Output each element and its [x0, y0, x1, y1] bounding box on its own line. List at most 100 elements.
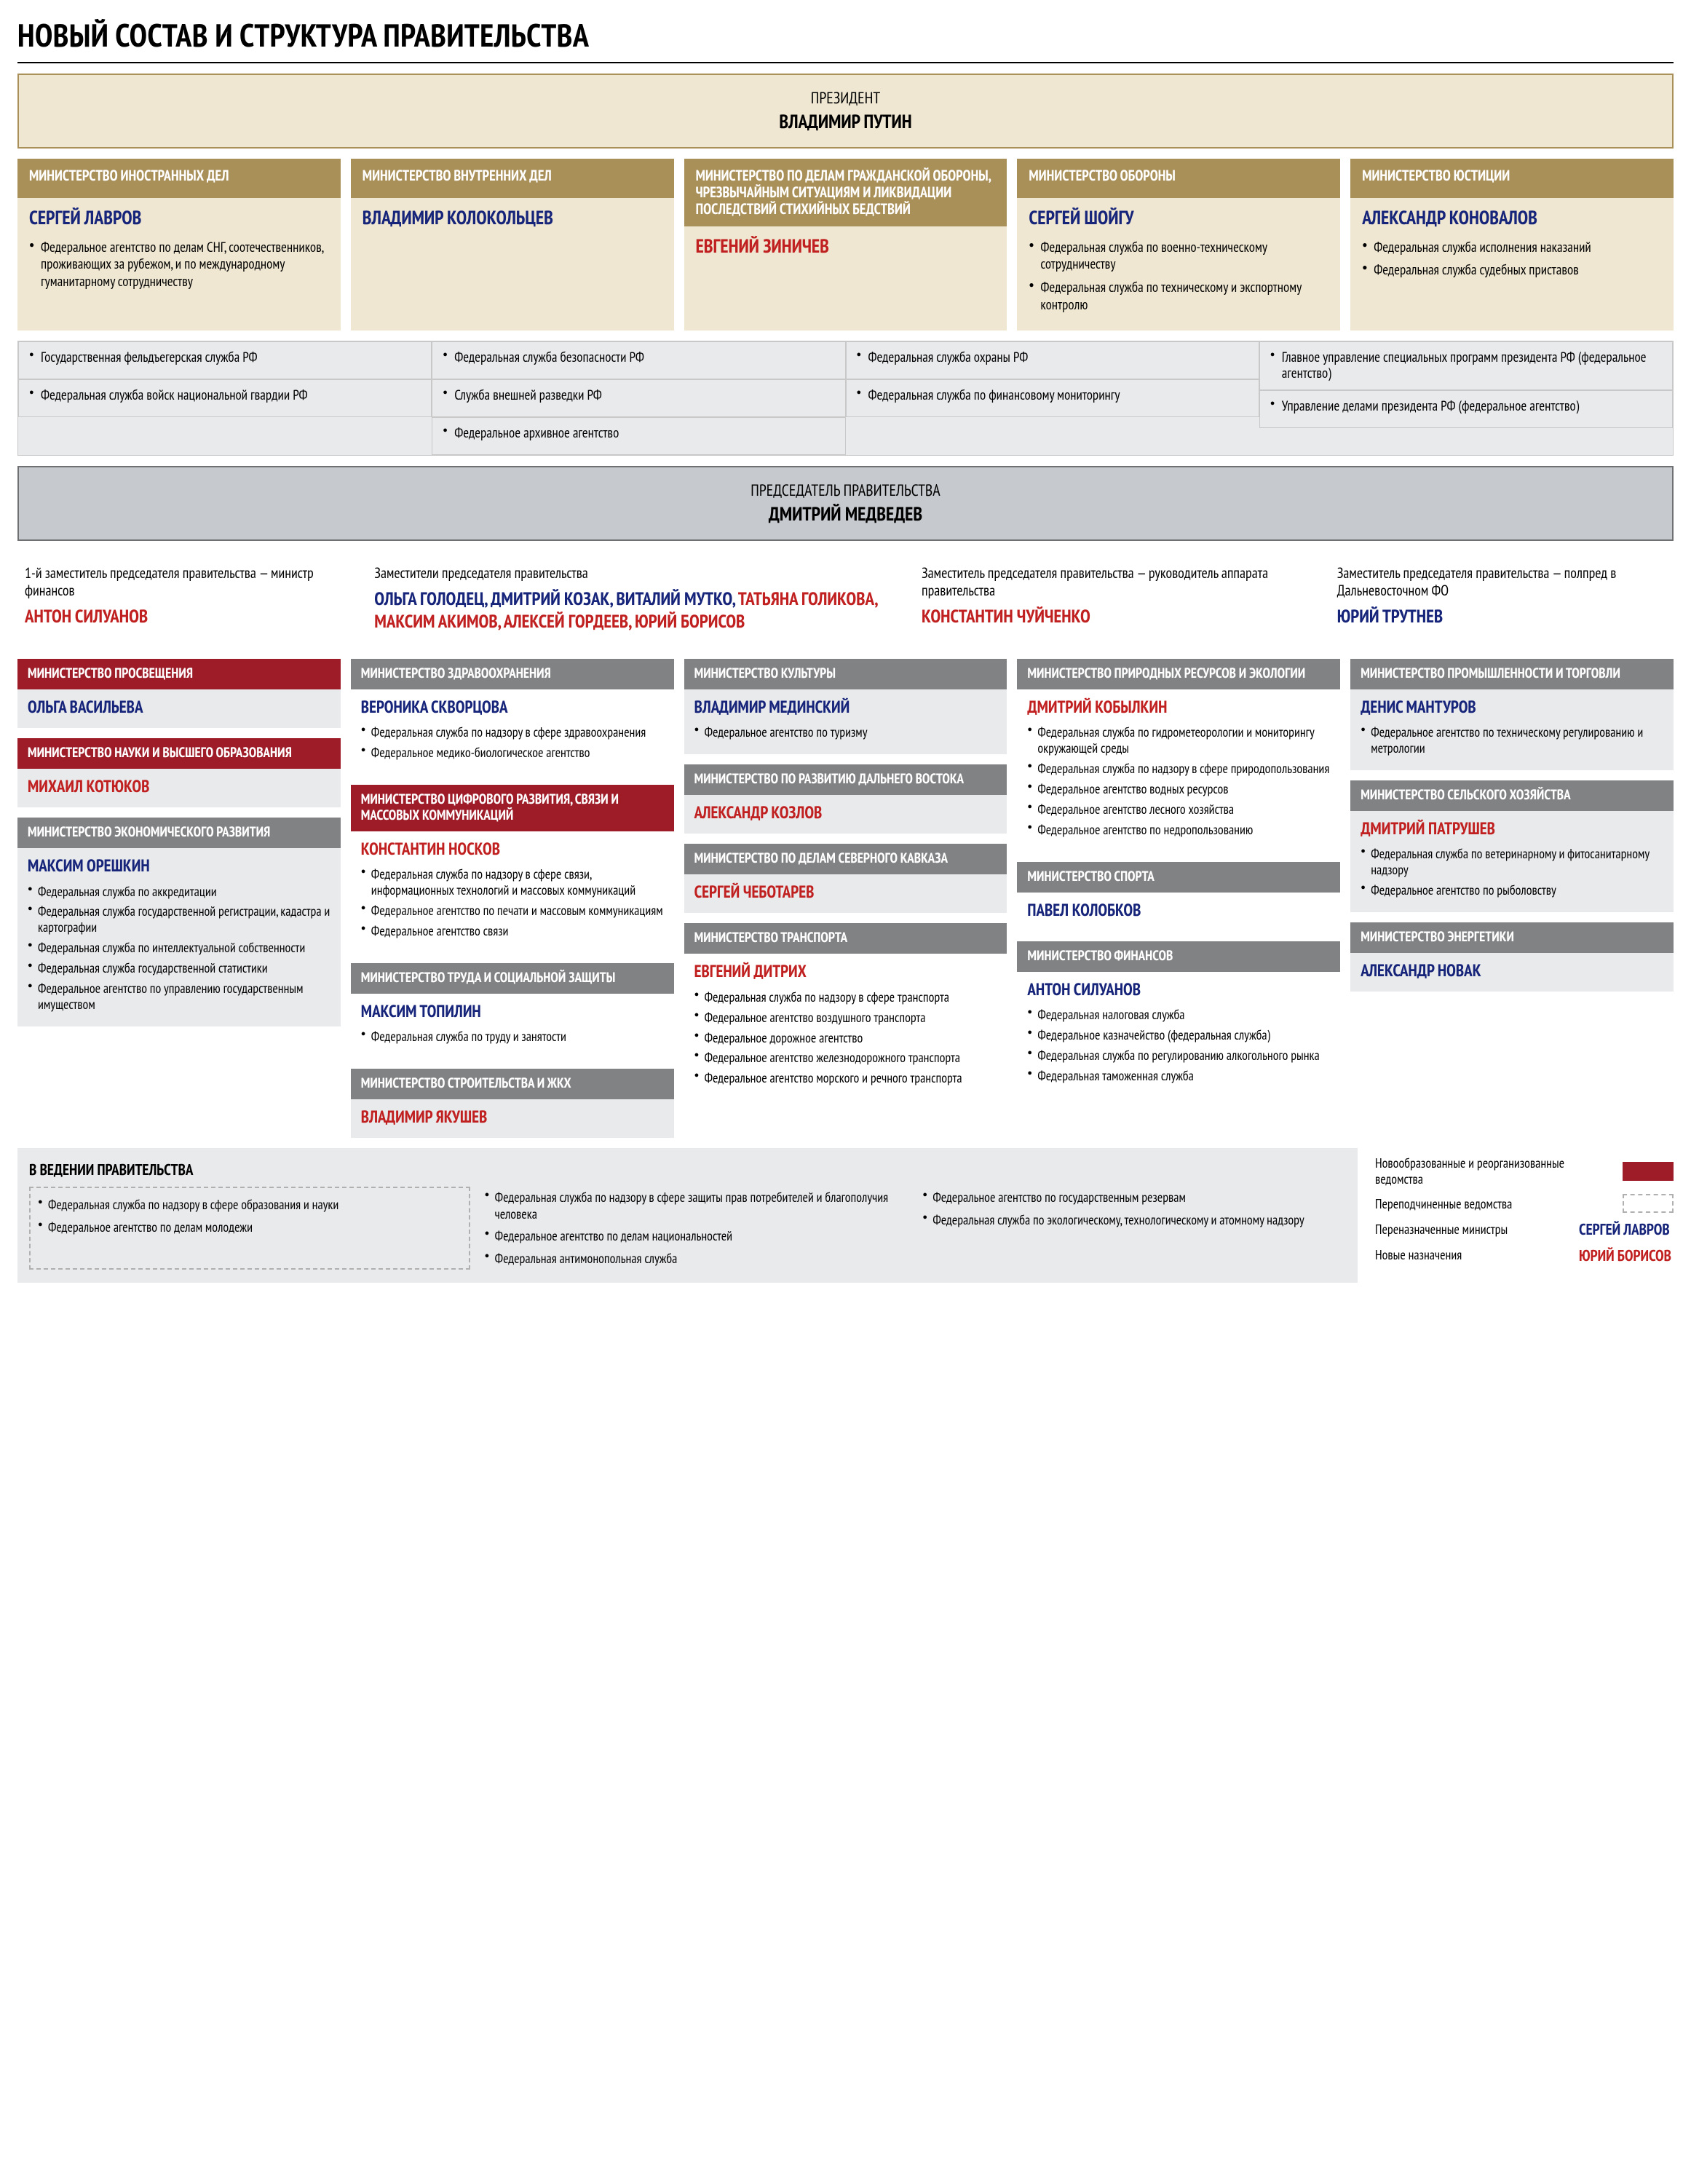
agency-item: Федеральная служба по надзору в сфере пр…: [1027, 759, 1330, 779]
legend-label: Новые назначения: [1375, 1247, 1569, 1263]
agency-item: Федеральное медико-биологическое агентст…: [361, 743, 664, 763]
agency-item: Федеральное агентство по туризму: [694, 722, 997, 743]
ministry-body: ВЛАДИМИР МЕДИНСКИЙФедеральное агентство …: [684, 689, 1007, 754]
pm-banner: ПРЕДСЕДАТЕЛЬ ПРАВИТЕЛЬСТВА ДМИТРИЙ МЕДВЕ…: [17, 466, 1674, 541]
legend-swatch: [1623, 1162, 1674, 1181]
minister-name: АЛЕКСАНДР КОНОВАЛОВ: [1362, 208, 1662, 229]
minister-name: МАКСИМ ОРЕШКИН: [28, 857, 330, 875]
ministry-card: МИНИСТЕРСТВО НАУКИ И ВЫСШЕГО ОБРАЗОВАНИЯ…: [17, 738, 341, 807]
strip-column: Главное управление специальных программ …: [1259, 341, 1673, 455]
ministry-card: МИНИСТЕРСТВО ПРИРОДНЫХ РЕСУРСОВ И ЭКОЛОГ…: [1017, 659, 1340, 852]
agency-item: Федеральная служба по надзору в сфере об…: [38, 1194, 462, 1216]
president-name: ВЛАДИМИР ПУТИН: [19, 110, 1672, 134]
agency-item: Федеральная служба по надзору в сфере за…: [485, 1187, 908, 1225]
ministry-body: ЕВГЕНИЙ ДИТРИХ Федеральная служба по надз…: [684, 954, 1007, 1100]
strip-column: Федеральная служба охраны РФФедеральная …: [846, 341, 1259, 455]
agency-item: Федеральное агентство по управлению госу…: [28, 978, 330, 1015]
agency-cell: Главное управление специальных программ …: [1259, 341, 1673, 391]
deputies-row: 1-й заместитель председателя правительст…: [17, 551, 1674, 649]
ministry-title: МИНИСТЕРСТВО СЕЛЬСКОГО ХОЗЯЙСТВА: [1350, 780, 1674, 811]
legend: Новообразованные и реорганизованные ведо…: [1368, 1148, 1674, 1283]
bottom-section: В ВЕДЕНИИ ПРАВИТЕЛЬСТВАФедеральная служб…: [17, 1148, 1674, 1283]
deputy-name: АНТОН СИЛУАНОВ: [25, 604, 148, 628]
agency-cell: Государственная фельдъегерская служба РФ: [18, 341, 432, 379]
legend-row: Новые назначенияЮРИЙ БОРИСОВ: [1375, 1246, 1674, 1265]
legend-name-sample: СЕРГЕЙ ЛАВРОВ: [1579, 1220, 1674, 1238]
agency-item: Федеральное агентство по техническому ре…: [1361, 722, 1663, 759]
ministry-card: МИНИСТЕРСТВО ПРОСВЕЩЕНИЯ ОЛЬГА ВАСИЛЬЕВА: [17, 659, 341, 728]
minister-name: ЕВГЕНИЙ ДИТРИХ: [694, 962, 997, 981]
ministry-body: ДМИТРИЙ ПАТРУШЕВФедеральная служба по ве…: [1350, 811, 1674, 912]
bottom-column: Федеральная служба по надзору в сфере об…: [29, 1187, 470, 1270]
ministry-title: МИНИСТЕРСТВО ЭКОНОМИЧЕСКОГО РАЗВИТИЯ: [17, 818, 341, 848]
ministry-body: АНТОН СИЛУАНОВФедеральная налоговая служ…: [1017, 972, 1340, 1098]
agency-cell: Федеральная служба по финансовому монито…: [846, 379, 1259, 417]
deputy-column: 1-й заместитель председателя правительст…: [25, 564, 354, 633]
ministry-body: ПАВЕЛ КОЛОБКОВ: [1017, 893, 1340, 931]
strip-column: Федеральная служба безопасности РФСлужба…: [432, 341, 845, 455]
ministry-card: МИНИСТЕРСТВО СПОРТА ПАВЕЛ КОЛОБКОВ: [1017, 862, 1340, 931]
ministry-card: МИНИСТЕРСТВО ПРОМЫШЛЕННОСТИ И ТОРГОВЛИДЕ…: [1350, 659, 1674, 770]
ministry-title: МИНИСТЕРСТВО ПРОСВЕЩЕНИЯ: [17, 659, 341, 689]
minister-name: ОЛЬГА ВАСИЛЬЕВА: [28, 698, 330, 716]
ministry-card: МИНИСТЕРСТВО ИНОСТРАННЫХ ДЕЛСЕРГЕЙ ЛАВРО…: [17, 159, 341, 331]
minister-name: ПАВЕЛ КОЛОБКОВ: [1027, 901, 1330, 919]
deputy-name: КОНСТАНТИН ЧУЙЧЕНКО: [922, 604, 1090, 628]
legend-label: Переназначенные министры: [1375, 1222, 1569, 1238]
agency-item: Федеральная служба по экологическому, те…: [922, 1209, 1346, 1232]
pm-name: ДМИТРИЙ МЕДВЕДЕВ: [19, 502, 1672, 526]
legend-swatch-dashed: [1623, 1194, 1674, 1213]
minister-name: ВЛАДИМИР КОЛОКОЛЬЦЕВ: [363, 208, 662, 229]
ministry-title: МИНИСТЕРСТВО ЮСТИЦИИ: [1350, 159, 1674, 198]
pm-role: ПРЕДСЕДАТЕЛЬ ПРАВИТЕЛЬСТВА: [19, 480, 1672, 501]
ministry-title: МИНИСТЕРСТВО КУЛЬТУРЫ: [684, 659, 1007, 689]
legend-label: Переподчиненные ведомства: [1375, 1196, 1612, 1212]
agency-item: Федеральное агентство морского и речного…: [694, 1068, 997, 1088]
deputy-role: 1-й заместитель председателя правительст…: [25, 564, 354, 599]
ministry-card: МИНИСТЕРСТВО ЭНЕРГЕТИКИАЛЕКСАНДР НОВАК: [1350, 922, 1674, 992]
agency-item: Федеральное агентство связи: [361, 921, 664, 941]
agency-item: Федеральное агентство лесного хозяйства: [1027, 799, 1330, 820]
agency-item: Федеральная служба по регулированию алко…: [1027, 1045, 1330, 1066]
ministries-grid: МИНИСТЕРСТВО ПРОСВЕЩЕНИЯОЛЬГА ВАСИЛЬЕВАМ…: [17, 659, 1674, 1138]
ministry-card: МИНИСТЕРСТВО СТРОИТЕЛЬСТВА И ЖКХ ВЛАДИМИР…: [351, 1069, 674, 1138]
agency-item: Федеральная служба по гидрометеорологии …: [1027, 722, 1330, 759]
ministry-body: АЛЕКСАНДР КОНОВАЛОВФедеральная служба ис…: [1350, 198, 1674, 331]
ministry-card: МИНИСТЕРСТВО ТРУДА И СОЦИАЛЬНОЙ ЗАЩИТЫМА…: [351, 963, 674, 1059]
ministry-title: МИНИСТЕРСТВО ПРИРОДНЫХ РЕСУРСОВ И ЭКОЛОГ…: [1017, 659, 1340, 689]
agency-item: Федеральная служба по надзору в сфере зд…: [361, 722, 664, 743]
ministry-card: МИНИСТЕРСТВО ПО ДЕЛАМ СЕВЕРНОГО КАВКАЗАС…: [684, 844, 1007, 913]
minister-name: ДЕНИС МАНТУРОВ: [1361, 698, 1663, 716]
ministry-card: МИНИСТЕРСТВО ЦИФРОВОГО РАЗВИТИЯ, СВЯЗИ И…: [351, 785, 674, 953]
ministry-title: МИНИСТЕРСТВО СТРОИТЕЛЬСТВА И ЖКХ: [351, 1069, 674, 1099]
agency-item: Федеральная служба государственной стати…: [28, 958, 330, 978]
ministry-title: МИНИСТЕРСТВО СПОРТА: [1017, 862, 1340, 893]
minister-name: ДМИТРИЙ ПАТРУШЕВ: [1361, 820, 1663, 838]
minister-name: СЕРГЕЙ ЛАВРОВ: [29, 208, 329, 229]
ministry-body: АЛЕКСАНДР КОЗЛОВ: [684, 795, 1007, 834]
agency-item: Федеральная служба государственной регис…: [28, 901, 330, 938]
ministry-body: МАКСИМ ОРЕШКИНФедеральная служба по аккр…: [17, 848, 341, 1026]
agency-item: Федеральное агентство воздушного транспо…: [694, 1008, 997, 1028]
deputy-column: Заместители председателя правительстваОЛ…: [374, 564, 901, 633]
ministry-body: СЕРГЕЙ ШОЙГУФедеральная служба по военно…: [1017, 198, 1340, 331]
legend-row: Переназначенные министры СЕРГЕЙ ЛАВРОВ: [1375, 1220, 1674, 1238]
ministry-body: ВЛАДИМИР ЯКУШЕВ: [351, 1099, 674, 1138]
agency-cell: Управление делами президента РФ (федерал…: [1259, 390, 1673, 428]
agency-item: Федеральная налоговая служба: [1027, 1005, 1330, 1025]
agency-item: Федеральное агентство по печати и массов…: [361, 901, 664, 921]
deputy-names: АНТОН СИЛУАНОВ: [25, 605, 354, 628]
bottom-column: Федеральная служба по надзору в сфере за…: [485, 1187, 908, 1270]
ministry-card: МИНИСТЕРСТВО ФИНАНСОВАНТОН СИЛУАНОВФедер…: [1017, 941, 1340, 1098]
deputy-names: КОНСТАНТИН ЧУЙЧЕНКО: [922, 605, 1317, 628]
bottom-title: В ВЕДЕНИИ ПРАВИТЕЛЬСТВА: [17, 1148, 1358, 1187]
agency-item: Федеральная таможенная служба: [1027, 1066, 1330, 1086]
agency-cell: Федеральная служба безопасности РФ: [432, 341, 845, 379]
deputy-names: ОЛЬГА ГОЛОДЕЦ, ДМИТРИЙ КОЗАК, ВИТАЛИЙ МУ…: [374, 587, 901, 633]
agency-item: Федеральная служба по надзору в сфере тр…: [694, 987, 997, 1008]
president-banner: ПРЕЗИДЕНТ ВЛАДИМИР ПУТИН: [17, 74, 1674, 149]
ministry-title: МИНИСТЕРСТВО ЦИФРОВОГО РАЗВИТИЯ, СВЯЗИ И…: [351, 785, 674, 831]
minister-name: ВЛАДИМИР ЯКУШЕВ: [361, 1108, 664, 1126]
deputy-name: ТАТЬЯНА ГОЛИКОВА,: [738, 587, 877, 610]
deputy-names: ЮРИЙ ТРУТНЕВ: [1337, 605, 1666, 628]
